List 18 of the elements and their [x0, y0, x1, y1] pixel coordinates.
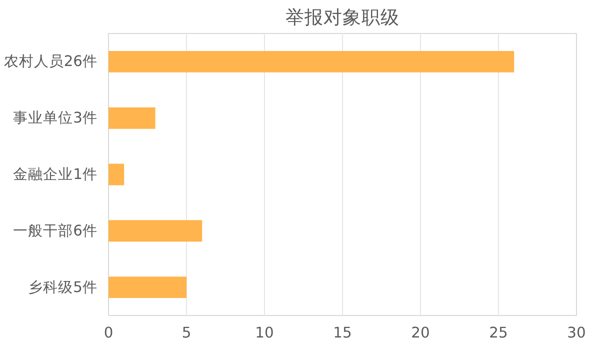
y-tick-label: 农村人员26件: [4, 53, 98, 70]
y-tick-label: 金融企业1件: [13, 166, 98, 183]
x-tick-label: 20: [411, 324, 430, 342]
y-tick-label: 一般干部6件: [13, 222, 98, 240]
x-tick-label: 15: [333, 324, 352, 342]
x-tick-label: 5: [182, 324, 192, 342]
bar: [108, 220, 202, 242]
x-tick-label: 25: [489, 324, 508, 342]
bar: [108, 50, 514, 72]
bar: [108, 164, 124, 186]
x-tick-label: 0: [104, 324, 114, 342]
y-tick-label: 乡科级5件: [28, 278, 98, 296]
y-tick-label: 事业单位3件: [13, 110, 98, 127]
x-tick-label: 10: [255, 324, 274, 342]
bar: [108, 107, 156, 129]
x-tick-label: 30: [567, 324, 586, 342]
chart-title: 举报对象职级: [286, 6, 400, 28]
bar: [108, 276, 186, 298]
